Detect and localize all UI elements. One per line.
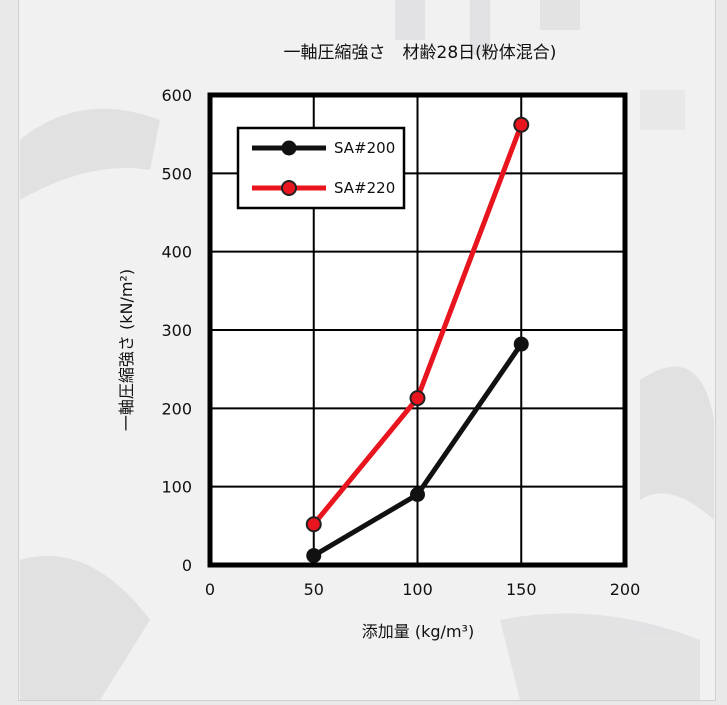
y-tick-label: 600 [161,86,192,105]
x-tick-label: 50 [304,580,324,599]
x-tick-labels: 0 50 100 150 200 [205,580,640,599]
y-tick-label: 0 [182,556,192,575]
x-tick-label: 150 [506,580,537,599]
y-axis-label: 一軸圧縮強さ (kN/m²) [117,269,136,431]
data-point-SA#220 [409,390,426,407]
plot-frame [207,92,628,568]
y-tick-label: 300 [161,321,192,340]
data-point-SA#200 [513,336,529,352]
background-watermark [20,0,714,700]
x-tick-label: 0 [205,580,215,599]
y-tick-label: 200 [161,399,192,418]
y-tick-labels: 0 100 200 300 400 500 600 [161,86,192,575]
y-tick-label: 100 [161,478,192,497]
data-point-SA#200 [306,548,322,564]
y-tick-label: 400 [161,243,192,262]
legend-label-SA#200: SA#200 [334,139,395,157]
legend-marker-SA#220 [281,180,297,196]
x-axis-label: 添加量 (kg/m³) [362,622,474,641]
y-tick-label: 500 [161,164,192,183]
data-point-SA#220 [513,116,530,133]
x-tick-label: 200 [610,580,641,599]
chart-title: 一軸圧縮強さ 材齢28日(粉体混合) [284,43,557,63]
data-point-SA#200 [410,487,425,502]
x-tick-label: 100 [402,580,433,599]
legend-box [236,126,406,210]
legend: SA#200 SA#220 [236,126,406,210]
legend-marker-SA#200 [281,140,297,156]
series-group [305,116,530,564]
data-point-SA#220 [305,516,322,533]
legend-label-SA#220: SA#220 [334,179,395,197]
